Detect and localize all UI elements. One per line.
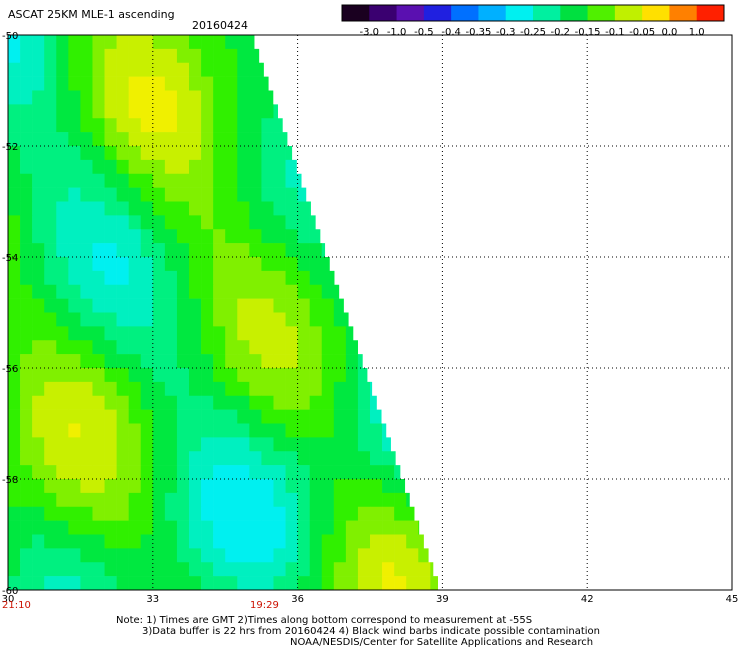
colorbar-segment: [396, 5, 425, 21]
colorbar: -3.0 -1.0 -0.5 -0.4 -0.35 -0.3 -0.25 -0.2 -0.15-…: [341, 4, 725, 38]
colorbar-label: -0.4: [441, 27, 461, 38]
colorbar-segment: [533, 5, 561, 21]
x-tick-label: 33: [146, 594, 159, 605]
colorbar-label: 0.0: [661, 27, 677, 38]
note-line-3: NOAA/NESDIS/Center for Satellite Applica…: [290, 637, 594, 648]
colorbar-label: -0.05: [629, 27, 655, 38]
colorbar-segment: [669, 5, 698, 21]
y-tick-label: -60: [2, 586, 18, 597]
colorbar-segment: [614, 5, 643, 21]
y-tick-label: -58: [2, 475, 18, 486]
y-tick-label: -56: [2, 364, 18, 375]
y-tick-label: -50: [2, 31, 18, 42]
x-tick-labels: 30 33 36 39 42 45: [2, 594, 739, 605]
colorbar-segment: [642, 5, 670, 21]
x-tick-label: 39: [436, 594, 449, 605]
colorbar-label: 1.0: [689, 27, 705, 38]
colorbar-segment: [587, 5, 616, 21]
colorbar-segment: [342, 5, 370, 21]
note-line-2: 3)Data buffer is 22 hrs from 20160424 4)…: [142, 626, 600, 637]
colorbar-segment: [560, 5, 589, 21]
map-date: 20160424: [192, 19, 248, 32]
colorbar-segment: [423, 5, 452, 21]
colorbar-label: -0.1: [605, 27, 625, 38]
y-tick-label: -54: [2, 253, 18, 264]
colorbar-label: -0.5: [414, 27, 434, 38]
x-tick-label: 45: [726, 594, 739, 605]
colorbar-segment: [696, 5, 725, 21]
note-line-1: Note: 1) Times are GMT 2)Times along bot…: [116, 615, 533, 626]
plot-frame: [7, 34, 733, 591]
colorbar-label: -0.25: [520, 27, 546, 38]
colorbar-segment: [478, 5, 507, 21]
colorbar-segment: [505, 5, 534, 21]
grid-lines: [8, 35, 732, 590]
time-label-mid: 19:29: [250, 600, 279, 611]
colorbar-label: -1.0: [387, 27, 407, 38]
y-tick-labels: -50 -52 -54 -56 -58 -60: [2, 31, 18, 597]
colorbar-segment: [369, 5, 398, 21]
x-tick-label: 36: [291, 594, 304, 605]
y-tick-label: -52: [2, 142, 18, 153]
x-tick-label: 42: [581, 594, 594, 605]
colorbar-label: -0.15: [575, 27, 601, 38]
colorbar-segment: [451, 5, 479, 21]
data-swath: [8, 35, 438, 591]
time-label-left: 21:10: [2, 600, 31, 611]
colorbar-label: -0.35: [465, 27, 491, 38]
colorbar-label: -3.0: [360, 27, 380, 38]
colorbar-label: -0.2: [551, 27, 571, 38]
colorbar-label: -0.3: [496, 27, 516, 38]
map-title: ASCAT 25KM MLE-1 ascending: [8, 8, 175, 21]
x-tick-label: 30: [2, 594, 15, 605]
